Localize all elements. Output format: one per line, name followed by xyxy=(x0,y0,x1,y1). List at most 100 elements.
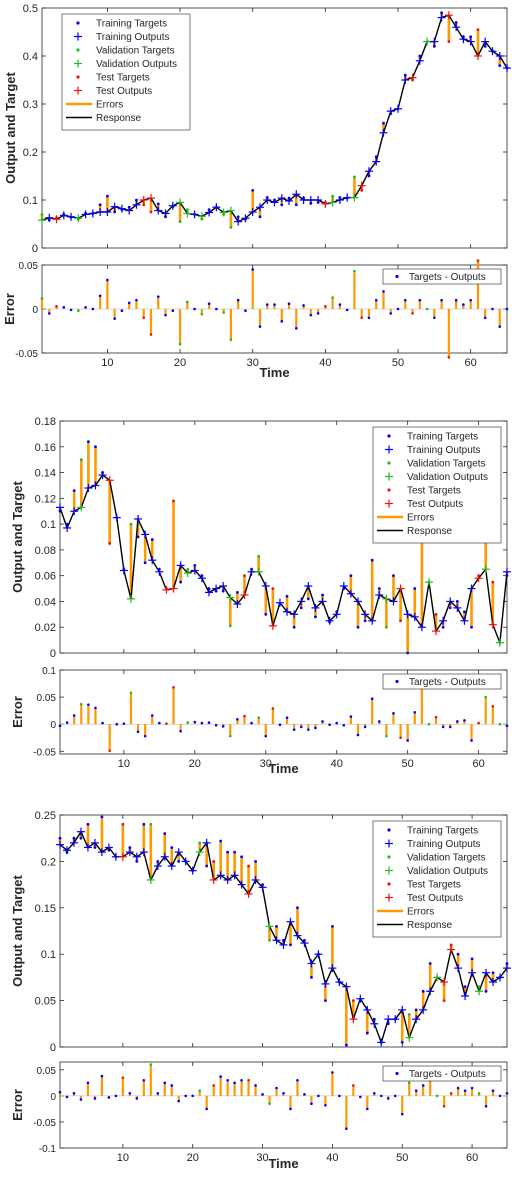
error-point xyxy=(79,1098,83,1101)
output-marker xyxy=(146,194,155,203)
error-point xyxy=(229,338,233,342)
error-point xyxy=(477,721,480,725)
output-marker xyxy=(125,848,134,857)
error-point xyxy=(164,313,167,317)
target-marker xyxy=(156,202,160,206)
target-marker xyxy=(406,651,410,655)
error-point xyxy=(324,1103,327,1107)
legend-label: Errors xyxy=(407,513,434,524)
error-y-tick-label: -0.05 xyxy=(33,747,56,758)
target-marker xyxy=(212,860,216,863)
error-point xyxy=(418,298,422,302)
output-marker xyxy=(466,37,475,46)
error-point xyxy=(425,307,429,311)
error-point xyxy=(307,728,310,731)
output-marker xyxy=(141,530,150,539)
y-tick-label: 0.15 xyxy=(35,903,56,915)
legend-item-training-targets: Training Targets xyxy=(76,19,167,30)
error-legend-box xyxy=(382,673,502,690)
target-marker xyxy=(65,850,69,854)
target-marker xyxy=(428,962,432,965)
target-marker xyxy=(470,625,473,629)
target-marker xyxy=(98,203,102,207)
y-tick-label: 0.1 xyxy=(41,519,56,531)
target-marker xyxy=(367,174,371,178)
output-marker xyxy=(244,889,253,898)
error-point xyxy=(136,730,140,734)
error-point xyxy=(207,721,211,724)
output-marker xyxy=(209,875,218,884)
error-point xyxy=(349,715,353,718)
output-marker xyxy=(283,607,292,616)
legend: Training Targets Training Outputs Validati… xyxy=(372,820,502,938)
target-marker xyxy=(240,855,243,859)
error-point xyxy=(236,298,240,302)
error-point xyxy=(299,725,303,729)
error-point xyxy=(193,720,197,724)
output-marker xyxy=(342,982,351,991)
output-marker xyxy=(446,597,455,606)
error-point xyxy=(135,1097,139,1100)
target-marker xyxy=(278,602,282,606)
target-marker xyxy=(454,21,458,24)
legend-item-training-outputs: Training Outputs xyxy=(385,839,481,850)
error-point xyxy=(363,725,367,729)
output-marker xyxy=(110,202,119,211)
top-axes: 0 0.02 0.04 0.06 0.08 0.1 0.12 0.14 0.16 0.18 Trai… xyxy=(35,416,511,660)
target-marker xyxy=(186,567,190,571)
legend-plus xyxy=(74,32,82,41)
error-point xyxy=(149,333,153,336)
target-marker xyxy=(285,594,289,598)
output-marker xyxy=(219,581,228,590)
legend-dot xyxy=(76,21,80,25)
x-tick-label: 10 xyxy=(101,357,113,369)
target-marker xyxy=(171,205,175,209)
output-marker xyxy=(105,476,114,485)
x-tick-label: 40 xyxy=(331,758,343,770)
error-point xyxy=(356,733,360,737)
target-marker xyxy=(268,938,271,942)
legend-item-training-outputs: Training Outputs xyxy=(74,32,170,43)
error-point xyxy=(254,1084,257,1087)
target-marker xyxy=(47,218,51,222)
target-marker xyxy=(407,1013,411,1016)
y-tick-label: 0 xyxy=(50,1042,56,1054)
error-point xyxy=(178,342,182,346)
output-marker xyxy=(190,566,199,575)
legend-item-response: Response xyxy=(377,920,452,931)
output-marker xyxy=(460,616,469,625)
output-marker xyxy=(430,37,439,46)
output-marker xyxy=(481,565,490,574)
target-marker xyxy=(316,201,320,204)
error-y-tick-label: -0.05 xyxy=(33,1118,56,1129)
target-marker xyxy=(228,624,232,628)
legend-label: Training Outputs xyxy=(407,445,481,456)
target-marker xyxy=(302,196,305,200)
error-bars xyxy=(58,686,509,753)
error-point xyxy=(91,307,95,311)
error-point xyxy=(302,304,305,307)
error-point xyxy=(257,716,260,719)
y-tick-label: 0.25 xyxy=(35,810,56,822)
target-marker xyxy=(323,201,327,204)
error-point xyxy=(316,312,320,315)
error-point xyxy=(62,305,66,309)
target-marker xyxy=(282,938,285,942)
target-marker xyxy=(358,999,362,1002)
legend-plus xyxy=(74,59,82,68)
output-marker xyxy=(467,584,476,593)
target-marker xyxy=(214,205,218,209)
legend-label: Test Outputs xyxy=(407,893,463,904)
error-point xyxy=(317,1094,320,1098)
legend-plus xyxy=(385,866,393,875)
target-marker xyxy=(142,203,146,207)
error-point xyxy=(491,307,494,311)
error-point xyxy=(69,308,73,312)
y-tick-label: 0.08 xyxy=(35,545,56,557)
error-point xyxy=(250,721,253,725)
x-tick-label: 50 xyxy=(392,357,404,369)
error-point xyxy=(421,1084,425,1087)
target-marker xyxy=(143,561,147,565)
